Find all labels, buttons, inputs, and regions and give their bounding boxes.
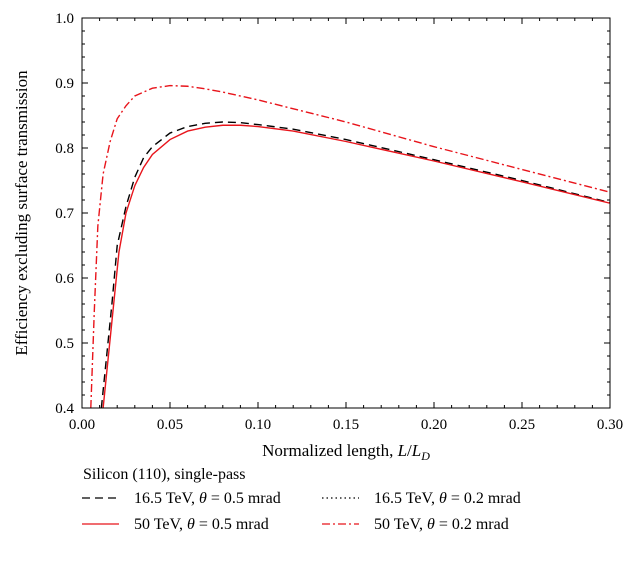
x-tick-label: 0.15 — [333, 417, 359, 433]
series-line-3 — [90, 84, 610, 408]
x-tick-label: 0.05 — [157, 417, 183, 433]
x-tick-label: 0.00 — [69, 417, 95, 433]
series-line-0 — [100, 121, 610, 408]
legend-entry-label-3: 50 TeV, θ = 0.2 mrad — [374, 516, 509, 533]
series-layer — [90, 84, 610, 408]
ticks-layer — [81, 17, 611, 409]
series-line-2 — [102, 124, 610, 408]
y-tick-label: 0.6 — [55, 271, 74, 287]
legend-entry-label-2: 50 TeV, θ = 0.5 mrad — [134, 516, 269, 533]
y-tick-label: 0.8 — [55, 141, 74, 157]
y-tick-label: 1.0 — [55, 11, 74, 27]
y-tick-label: 0.9 — [55, 76, 74, 92]
legend-entry-label-1: 16.5 TeV, θ = 0.2 mrad — [374, 490, 521, 507]
x-axis-label: Normalized length, L/LD — [262, 441, 430, 463]
plot-frame — [81, 17, 611, 409]
x-tick-label: 0.10 — [245, 417, 271, 433]
x-tick-label: 0.20 — [421, 417, 447, 433]
tick-labels: 0.00 0.05 0.10 0.15 0.20 0.25 0.30 0.4 0.5 0.6 0.7… — [55, 11, 623, 433]
legend-entry-label-0: 16.5 TeV, θ = 0.5 mrad — [134, 490, 281, 507]
y-tick-label: 0.4 — [55, 401, 74, 417]
legend: Silicon (110), single-pass 16.5 TeV, θ =… — [82, 466, 521, 533]
x-tick-label: 0.25 — [509, 417, 535, 433]
y-axis-label: Efficiency excluding surface transmissio… — [12, 70, 31, 356]
x-tick-label: 0.30 — [597, 417, 623, 433]
y-tick-label: 0.5 — [55, 336, 74, 352]
legend-title: Silicon (110), single-pass — [83, 466, 246, 483]
y-tick-label: 0.7 — [55, 206, 74, 222]
